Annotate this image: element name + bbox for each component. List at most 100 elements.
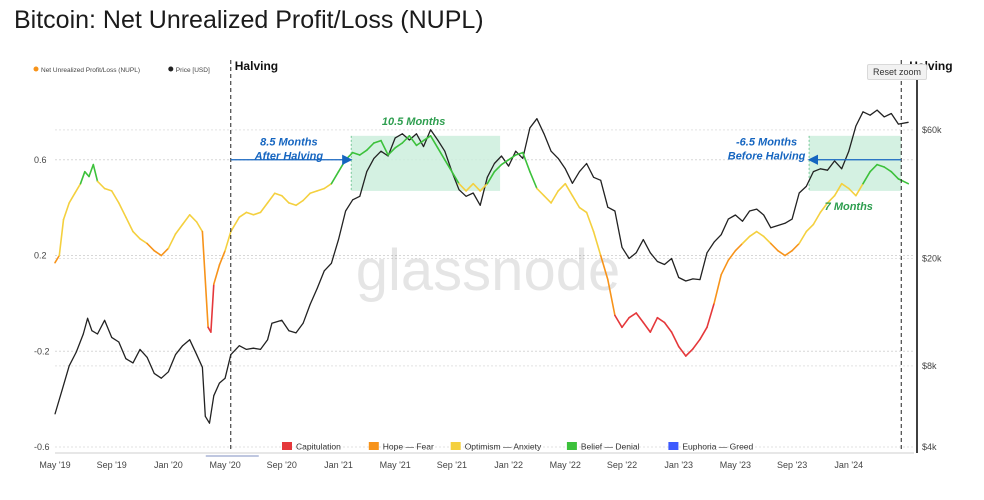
x-tick-label: Jan '22 xyxy=(494,460,523,470)
price-point xyxy=(678,277,680,278)
nupl-segment xyxy=(649,316,659,333)
x-tick-label: Sep '19 xyxy=(97,460,127,470)
nupl-segment xyxy=(96,180,106,190)
price-point xyxy=(522,157,524,159)
nupl-segment xyxy=(656,316,666,324)
price-point xyxy=(68,365,70,367)
legend-label: Optimism — Anxiety xyxy=(465,442,542,452)
price-point xyxy=(111,336,113,338)
nupl-segment xyxy=(88,163,95,178)
nupl-segment xyxy=(174,223,184,235)
price-point xyxy=(245,348,247,350)
nupl-segment xyxy=(415,139,425,147)
nupl-segment xyxy=(571,194,581,209)
x-tick-label: Sep '23 xyxy=(777,460,807,470)
y-left-tick-label: -0.2 xyxy=(34,346,50,356)
price-point xyxy=(416,133,417,135)
nupl-segment xyxy=(493,163,503,173)
nupl-segment xyxy=(160,247,170,257)
nupl-segment xyxy=(550,190,560,204)
legend-label: Price [USD] xyxy=(176,67,210,74)
price-point xyxy=(819,168,821,170)
price-point xyxy=(515,150,517,152)
legend-swatch xyxy=(368,442,379,450)
price-point xyxy=(543,133,545,135)
nupl-segment xyxy=(578,206,588,214)
price-point xyxy=(529,127,531,129)
nupl-segment xyxy=(408,135,418,147)
price-point xyxy=(401,133,403,135)
nupl-segment xyxy=(543,194,552,204)
nupl-segment xyxy=(394,142,404,149)
price-point xyxy=(218,382,220,384)
nupl-segment xyxy=(862,170,871,185)
nupl-segment xyxy=(125,216,134,233)
nupl-segment xyxy=(309,190,319,195)
nupl-segment xyxy=(798,230,808,245)
price-point xyxy=(841,168,843,170)
reset-zoom-button[interactable]: Reset zoom xyxy=(867,64,928,80)
nupl-segment xyxy=(670,331,680,348)
legend-label: Hope — Fear xyxy=(383,442,434,452)
price-point xyxy=(763,214,765,216)
price-point xyxy=(316,287,318,289)
nupl-segment xyxy=(805,223,815,233)
legend-label: Euphoria — Greed xyxy=(682,442,753,452)
price-point xyxy=(201,366,203,368)
price-point xyxy=(479,204,481,206)
nupl-segment xyxy=(224,230,232,252)
price-point xyxy=(118,341,120,343)
x-tick-label: Sep '20 xyxy=(267,460,297,470)
nupl-segment xyxy=(812,211,822,226)
price-point xyxy=(692,278,694,280)
nupl-segment xyxy=(79,170,86,185)
price-point xyxy=(330,262,332,264)
nupl-segment xyxy=(118,202,127,218)
price-series xyxy=(54,109,909,424)
price-point xyxy=(189,339,191,341)
nupl-segment xyxy=(110,190,120,204)
nupl-segment xyxy=(337,159,347,173)
legend-swatch xyxy=(282,442,292,450)
nupl-segment xyxy=(755,230,765,238)
legend-swatch xyxy=(566,442,577,450)
legend-dot xyxy=(33,66,39,72)
nupl-segment xyxy=(791,242,801,252)
y-left-tick-label: 0.6 xyxy=(34,155,47,165)
price-point xyxy=(260,348,261,350)
nupl-segment xyxy=(741,235,751,245)
price-point xyxy=(586,163,588,164)
y-right-tick-label: $4k xyxy=(922,442,937,452)
nupl-segment xyxy=(288,202,297,207)
price-point xyxy=(224,377,226,379)
price-point xyxy=(883,116,885,118)
price-point xyxy=(437,139,439,141)
nupl-segment xyxy=(514,151,524,156)
nupl-segment xyxy=(784,249,793,257)
price-point xyxy=(75,351,77,353)
nupl-segment xyxy=(883,166,893,173)
price-point xyxy=(749,210,751,212)
price-point xyxy=(182,345,184,347)
x-tick-label: Jan '20 xyxy=(154,460,183,470)
price-point xyxy=(493,163,495,164)
annotation-text: 10.5 Months xyxy=(382,116,446,128)
nupl-segment xyxy=(706,302,715,329)
x-tick-label: May '21 xyxy=(380,460,411,470)
page-title: Bitcoin: Net Unrealized Profit/Loss (NUP… xyxy=(14,6,484,34)
price-point xyxy=(706,252,708,254)
nupl-segment xyxy=(713,273,723,305)
nupl-segment xyxy=(847,187,857,197)
price-point xyxy=(380,150,382,152)
nupl-segment xyxy=(443,159,453,173)
price-point xyxy=(252,347,254,349)
y-right-tick-label: $60k xyxy=(922,125,942,135)
legend-label: Capitulation xyxy=(296,442,341,452)
x-tick-label: Jan '24 xyxy=(834,460,863,470)
nupl-segment xyxy=(252,211,262,216)
nupl-segment xyxy=(351,151,361,156)
price-point xyxy=(664,264,665,265)
price-point xyxy=(798,192,800,194)
price-point xyxy=(373,157,375,159)
price-point xyxy=(167,371,169,373)
